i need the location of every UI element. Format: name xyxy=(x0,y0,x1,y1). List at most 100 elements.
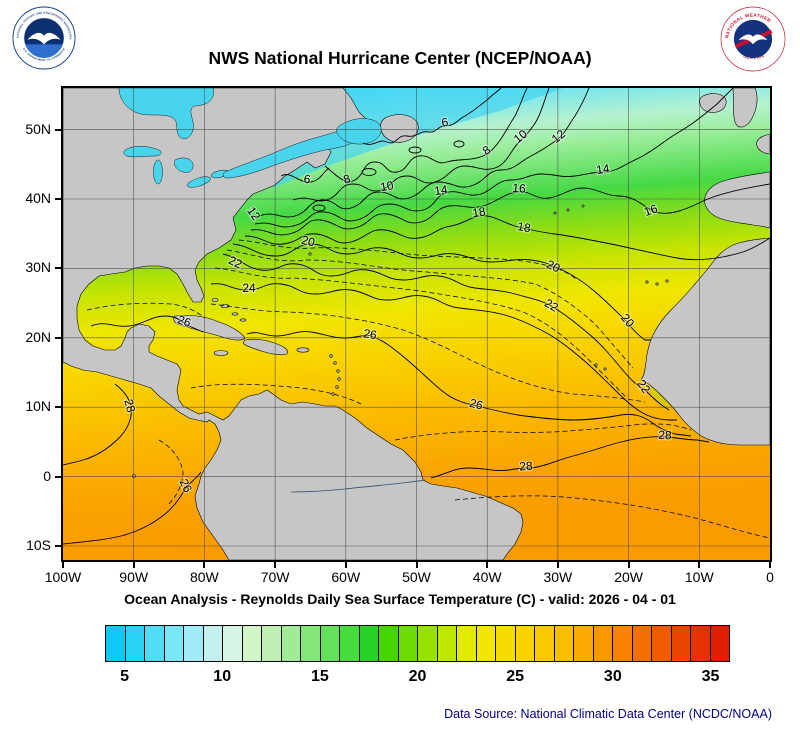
contour-label: 26 xyxy=(362,326,378,342)
colorbar-cell xyxy=(457,626,477,661)
contour-label: 16 xyxy=(512,181,527,196)
island-bermuda xyxy=(308,252,312,256)
x-axis-tick xyxy=(274,562,277,568)
map-caption: Ocean Analysis - Reynolds Daily Sea Surf… xyxy=(124,591,676,607)
intermediate-contours xyxy=(86,239,770,539)
contour-line-26 xyxy=(90,315,204,333)
noaa-emblem-sea xyxy=(25,44,63,58)
warm-eddy xyxy=(453,140,465,148)
contour-line-20 xyxy=(232,243,651,341)
y-axis-tick xyxy=(55,336,61,339)
y-axis-label: 40N xyxy=(25,190,51,207)
amazon-river xyxy=(290,479,426,493)
island-azores xyxy=(566,208,570,212)
contour-label: 6 xyxy=(303,172,312,187)
colorbar-cell xyxy=(398,626,418,661)
colorbar-tick-label: 20 xyxy=(408,668,427,685)
colorbar-cell xyxy=(203,626,223,661)
contour-line-26-pacific xyxy=(63,471,202,545)
contour-line-6 xyxy=(280,167,330,183)
colorbar-cell xyxy=(125,626,145,661)
colorbar-cell xyxy=(437,626,457,661)
dashed-contour xyxy=(190,383,362,405)
x-axis-tick xyxy=(62,562,64,568)
colorbar-cell xyxy=(574,626,594,661)
island-azores xyxy=(581,204,585,208)
island-canary xyxy=(645,280,649,284)
contour-line-14 xyxy=(254,88,734,228)
warm-eddy xyxy=(312,204,326,212)
colorbar-cell xyxy=(496,626,516,661)
contour-line-22 xyxy=(222,253,670,411)
land-ireland xyxy=(699,93,727,113)
colorbar-cell xyxy=(281,626,301,661)
lake-erie xyxy=(187,176,211,188)
warm-eddy xyxy=(361,168,377,176)
colorbar-tick-label: 25 xyxy=(506,668,525,685)
contour-label: 14 xyxy=(433,182,448,198)
island-canary xyxy=(655,282,659,286)
colorbar-cell xyxy=(320,626,340,661)
colorbar-cell xyxy=(535,626,555,661)
x-axis-label: 60W xyxy=(331,569,361,585)
x-axis-tick xyxy=(203,562,206,568)
y-axis-label: 10N xyxy=(25,398,51,415)
colorbar-cell xyxy=(671,626,691,661)
dashed-contour xyxy=(454,495,770,539)
colorbar-cell xyxy=(223,626,243,661)
colorbar-tick-label: 30 xyxy=(603,668,622,685)
colorbar-cell xyxy=(106,626,126,661)
colorbar-cell xyxy=(515,626,535,661)
contour-line-26 xyxy=(246,331,692,437)
contour-label: 26 xyxy=(176,312,194,330)
contour-label: 18 xyxy=(471,204,486,220)
contour-line-8 xyxy=(324,88,528,182)
x-axis-tick xyxy=(344,562,347,568)
colorbar-cell xyxy=(710,626,729,661)
hudson-bay xyxy=(118,88,214,140)
colorbar-cell xyxy=(379,626,399,661)
contour-line-28-pacific xyxy=(63,383,132,466)
gulf-of-st-lawrence xyxy=(336,118,382,145)
island-azores xyxy=(553,211,557,215)
contour-label: 18 xyxy=(516,219,532,235)
island-antilles xyxy=(331,392,335,396)
x-axis-label: 20W xyxy=(614,569,643,585)
y-axis-tick xyxy=(55,545,61,548)
colorbar-cell xyxy=(301,626,321,661)
contour-line-16 xyxy=(250,183,770,236)
dashed-contour xyxy=(210,303,646,403)
colorbar-cell xyxy=(164,626,184,661)
colorbar-tick-label: 10 xyxy=(213,668,232,685)
isotherm-contours xyxy=(63,88,770,545)
x-axis-label: 0 xyxy=(766,569,774,585)
noaa-logo: NATIONAL OCEANIC AND ATMOSPHERIC ADMINIS… xyxy=(12,6,76,70)
contour-label: 26 xyxy=(468,396,485,413)
x-axis-tick xyxy=(486,562,489,568)
colorbar-cell xyxy=(593,626,613,661)
island-antilles xyxy=(337,377,341,381)
page-title: NWS National Hurricane Center (NCEP/NOAA… xyxy=(208,48,592,68)
x-axis-label: 10W xyxy=(684,569,714,585)
x-axis-label: 100W xyxy=(44,569,82,585)
map-frame: 6 8 10 14 6 8 10 12 14 16 16 18 18 12 20 20 20 22 22 22 24 26… xyxy=(61,86,772,562)
contour-line-6 xyxy=(362,88,502,145)
contour-label: 24 xyxy=(242,281,256,295)
dashed-contour xyxy=(394,423,692,441)
nws-logo: NATIONAL WEATHER SERVICE xyxy=(720,6,786,72)
contour-line-12 xyxy=(258,88,590,218)
x-axis-tick xyxy=(627,562,630,568)
contour-label: 10 xyxy=(379,178,395,194)
island-puerto-rico xyxy=(296,347,310,353)
contour-label: 28 xyxy=(658,428,672,442)
contour-label: 16 xyxy=(642,201,660,219)
y-axis-tick xyxy=(55,267,61,270)
y-axis-label: 0 xyxy=(43,467,51,484)
land-americas xyxy=(63,88,524,560)
y-axis-label: 20N xyxy=(25,328,51,345)
colorbar-cell xyxy=(145,626,165,661)
colorbar-cell xyxy=(476,626,496,661)
